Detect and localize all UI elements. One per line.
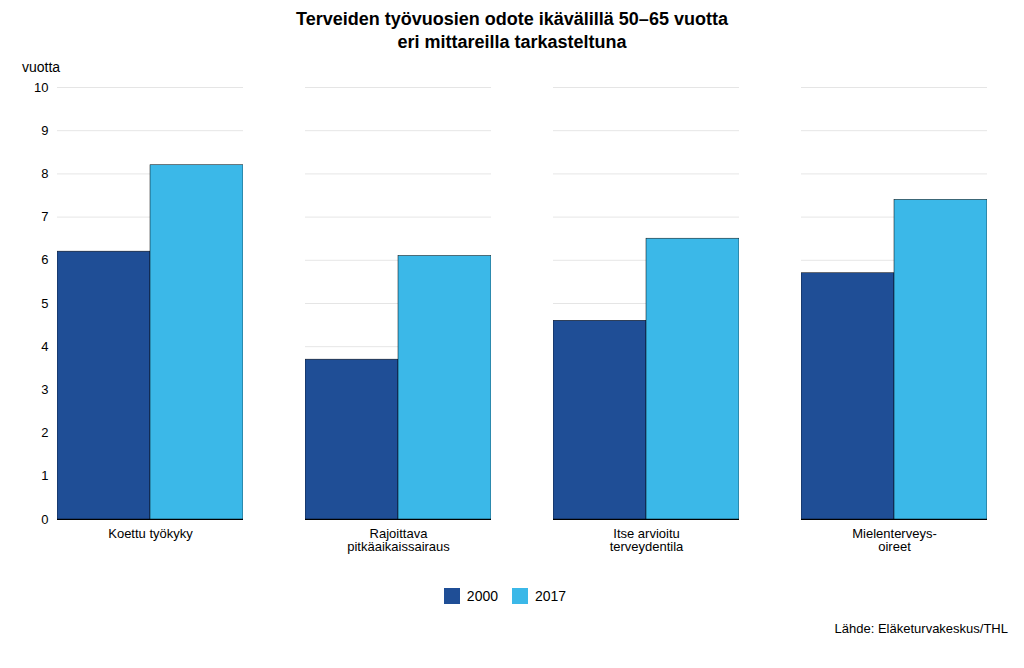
svg-text:4: 4 xyxy=(41,339,48,354)
svg-text:0: 0 xyxy=(41,512,48,527)
svg-text:7: 7 xyxy=(41,209,48,224)
svg-text:6: 6 xyxy=(41,252,48,267)
svg-text:10: 10 xyxy=(34,80,48,95)
html-text:Terveiden työvuosien odote ikä: Terveiden työvuosien odote ikävälillä 50… xyxy=(296,9,728,52)
html-text:2017: 2017 xyxy=(535,587,567,604)
svg-text:2: 2 xyxy=(41,425,48,440)
svg-text:Rajoittavapitkäaikaissairaus: Rajoittavapitkäaikaissairaus xyxy=(347,526,450,554)
svg-text:3: 3 xyxy=(41,382,48,397)
html-text:Lähde: Eläketurvakeskus/THL: Lähde: Eläketurvakeskus/THL xyxy=(834,621,1008,636)
svg-text:8: 8 xyxy=(41,166,48,181)
svg-text:Mielenterveys-oireet: Mielenterveys-oireet xyxy=(852,526,937,554)
svg-text:Koettu työkyky: Koettu työkyky xyxy=(108,526,193,541)
html-text:2000: 2000 xyxy=(466,587,498,604)
svg-text:5: 5 xyxy=(41,296,48,311)
svg-text:9: 9 xyxy=(41,123,48,138)
svg-text:1: 1 xyxy=(41,468,48,483)
html-text:vuotta: vuotta xyxy=(22,59,61,75)
svg-text:Itse arvioituterveydentila: Itse arvioituterveydentila xyxy=(610,526,684,554)
